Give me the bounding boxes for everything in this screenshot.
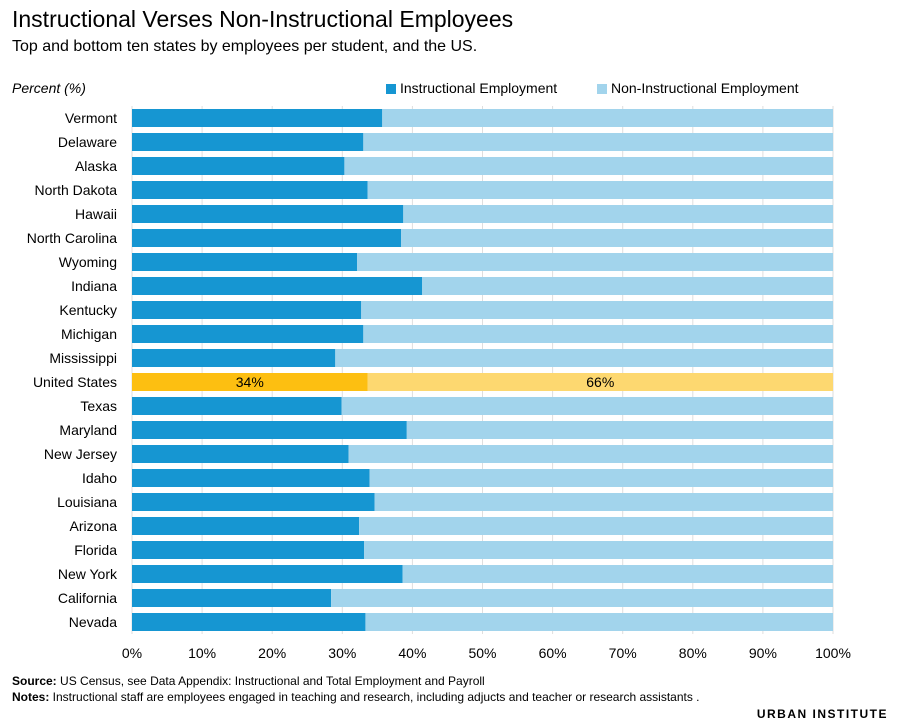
source-note: Source: US Census, see Data Appendix: In… <box>12 674 485 689</box>
bar-non-instructional-employment-michigan <box>363 325 833 343</box>
category-label-north-carolina: North Carolina <box>27 230 117 246</box>
category-label-kentucky: Kentucky <box>59 302 117 318</box>
bar-instructional-employment-texas <box>132 397 342 415</box>
bar-non-instructional-employment-new-york <box>402 565 833 583</box>
category-label-alaska: Alaska <box>75 158 117 174</box>
x-tick-label: 0% <box>122 645 142 661</box>
x-tick-label: 90% <box>749 645 777 661</box>
chart-subtitle: Top and bottom ten states by employees p… <box>12 38 478 55</box>
category-label-indiana: Indiana <box>71 278 117 294</box>
bar-instructional-employment-indiana <box>132 277 423 295</box>
bar-non-instructional-employment-florida <box>364 541 833 559</box>
x-tick-label: 20% <box>258 645 286 661</box>
bar-non-instructional-employment-california <box>331 589 833 607</box>
bar-instructional-employment-idaho <box>132 469 370 487</box>
category-label-texas: Texas <box>80 398 117 414</box>
x-tick-label: 40% <box>398 645 426 661</box>
category-label-united-states: United States <box>33 374 117 390</box>
category-label-maryland: Maryland <box>59 422 117 438</box>
x-tick-label: 30% <box>328 645 356 661</box>
bar-non-instructional-employment-kentucky <box>361 301 833 319</box>
bar-instructional-employment-united-states <box>132 373 368 391</box>
legend-label-non-instructional: Non-Instructional Employment <box>611 80 799 96</box>
bar-instructional-employment-kentucky <box>132 301 362 319</box>
category-label-north-dakota: North Dakota <box>35 182 118 198</box>
notes-label: Notes: <box>12 690 50 704</box>
bar-non-instructional-employment-arizona <box>359 517 833 535</box>
bar-non-instructional-employment-united-states <box>367 373 833 391</box>
bar-non-instructional-employment-wyoming <box>357 253 833 271</box>
y-axis-unit-label: Percent (%) <box>12 80 86 96</box>
data-label-instructional-employment: 34% <box>236 374 264 390</box>
bar-instructional-employment-alaska <box>132 157 345 175</box>
bar-instructional-employment-delaware <box>132 133 364 151</box>
notes-note: Notes: Instructional staff are employees… <box>12 690 752 705</box>
bar-instructional-employment-vermont <box>132 109 383 127</box>
bar-instructional-employment-california <box>132 589 332 607</box>
source-label: Source: <box>12 674 57 688</box>
legend-instructional: Instructional Employment <box>386 80 557 96</box>
x-tick-label: 70% <box>609 645 637 661</box>
data-label-non-instructional-employment: 66% <box>586 374 614 390</box>
legend-swatch-instructional <box>386 84 396 94</box>
bar-non-instructional-employment-texas <box>341 397 833 415</box>
category-label-arizona: Arizona <box>70 518 118 534</box>
chart-title: Instructional Verses Non-Instructional E… <box>12 6 514 32</box>
category-label-delaware: Delaware <box>58 134 117 150</box>
category-label-new-jersey: New Jersey <box>44 446 117 462</box>
bar-non-instructional-employment-hawaii <box>403 205 833 223</box>
bar-instructional-employment-new-york <box>132 565 403 583</box>
bar-instructional-employment-new-jersey <box>132 445 349 463</box>
bar-non-instructional-employment-north-dakota <box>367 181 833 199</box>
bar-instructional-employment-nevada <box>132 613 366 631</box>
bar-instructional-employment-hawaii <box>132 205 404 223</box>
legend-non-instructional: Non-Instructional Employment <box>597 80 799 96</box>
category-label-idaho: Idaho <box>82 470 117 486</box>
x-tick-label: 80% <box>679 645 707 661</box>
category-label-vermont: Vermont <box>65 110 117 126</box>
bar-instructional-employment-michigan <box>132 325 364 343</box>
x-tick-label: 10% <box>188 645 216 661</box>
bar-instructional-employment-maryland <box>132 421 407 439</box>
bar-instructional-employment-arizona <box>132 517 360 535</box>
bar-non-instructional-employment-new-jersey <box>348 445 833 463</box>
legend-label-instructional: Instructional Employment <box>400 80 558 96</box>
bar-non-instructional-employment-maryland <box>406 421 833 439</box>
source-text: US Census, see Data Appendix: Instructio… <box>56 674 485 688</box>
bar-instructional-employment-wyoming <box>132 253 358 271</box>
x-tick-label: 50% <box>468 645 496 661</box>
bar-non-instructional-employment-idaho <box>369 469 833 487</box>
category-label-florida: Florida <box>74 542 117 558</box>
x-tick-label: 60% <box>539 645 567 661</box>
bar-non-instructional-employment-nevada <box>365 613 833 631</box>
category-label-new-york: New York <box>58 566 118 582</box>
notes-text: Instructional staff are employees engage… <box>49 690 700 704</box>
category-label-hawaii: Hawaii <box>75 206 117 222</box>
bar-non-instructional-employment-delaware <box>363 133 833 151</box>
bar-non-instructional-employment-indiana <box>422 277 833 295</box>
category-label-nevada: Nevada <box>69 614 117 630</box>
x-tick-label: 100% <box>815 645 851 661</box>
bar-non-instructional-employment-louisiana <box>374 493 833 511</box>
bar-instructional-employment-north-dakota <box>132 181 368 199</box>
category-label-louisiana: Louisiana <box>57 494 117 510</box>
category-label-michigan: Michigan <box>61 326 117 342</box>
bar-non-instructional-employment-mississippi <box>335 349 833 367</box>
bar-non-instructional-employment-alaska <box>344 157 833 175</box>
category-label-california: California <box>58 590 117 606</box>
bar-non-instructional-employment-north-carolina <box>401 229 833 247</box>
bar-instructional-employment-florida <box>132 541 365 559</box>
legend-swatch-non-instructional <box>597 84 607 94</box>
urban-institute-logo: URBAN INSTITUTE <box>756 707 888 721</box>
category-label-wyoming: Wyoming <box>59 254 117 270</box>
bar-non-instructional-employment-vermont <box>382 109 833 127</box>
bar-instructional-employment-louisiana <box>132 493 375 511</box>
bar-instructional-employment-mississippi <box>132 349 336 367</box>
bar-instructional-employment-north-carolina <box>132 229 402 247</box>
category-label-mississippi: Mississippi <box>49 350 117 366</box>
